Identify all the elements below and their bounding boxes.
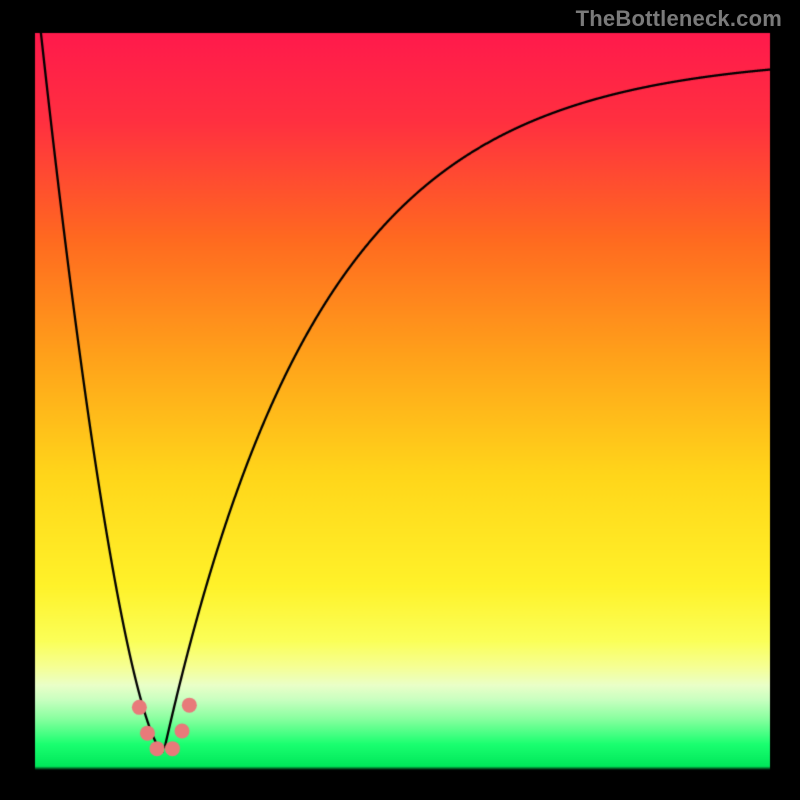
watermark-text: TheBottleneck.com [576, 6, 782, 32]
chart-stage: TheBottleneck.com [0, 0, 800, 800]
bottleneck-chart-canvas [0, 0, 800, 800]
